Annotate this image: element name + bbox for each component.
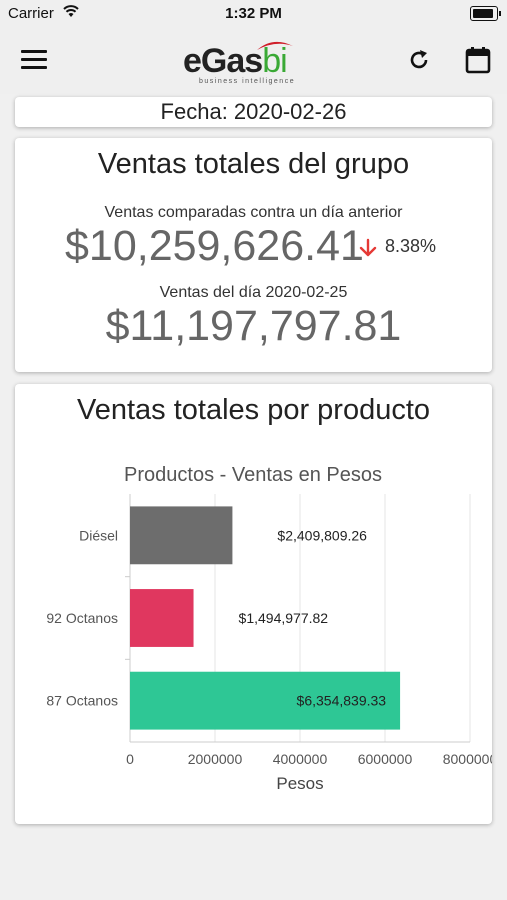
app-bar: eGasbi business intelligence [0, 28, 507, 94]
bar-2 [130, 589, 194, 647]
app-logo: eGasbi business intelligence [183, 38, 323, 90]
hamburger-menu-icon[interactable] [21, 50, 47, 70]
y-tick-label: 92 Octanos [46, 610, 118, 626]
x-axis-label: Pesos [276, 774, 323, 793]
current-sales-value: $10,259,626.41 [65, 222, 364, 270]
data-label: $2,409,809.26 [277, 527, 367, 543]
x-tick-label: 6000000 [358, 751, 413, 767]
y-tick-label: Diésel [79, 527, 118, 543]
x-tick-label: 4000000 [273, 751, 328, 767]
logo-accent-text: bi [262, 42, 287, 80]
x-tick-label: 0 [126, 751, 134, 767]
x-tick-label: 2000000 [188, 751, 243, 767]
logo-wordmark: eGasbi [183, 42, 288, 81]
change-percent: 8.38% [385, 236, 437, 256]
logo-main-text: eGas [183, 42, 263, 80]
previous-day-value: $11,197,797.81 [105, 302, 402, 350]
logo-subtitle: business intelligence [199, 78, 296, 85]
bar-3 [130, 671, 401, 730]
arrow-down-icon [359, 238, 377, 257]
group-sales-title: Ventas totales del grupo [97, 148, 410, 180]
date-card[interactable]: Fecha: 2020-02-26 [15, 97, 492, 127]
chart-title: Productos - Ventas en Pesos [124, 464, 382, 486]
current-sales-row: $10,259,626.41 8.38% [15, 222, 492, 272]
data-label: $6,354,839.33 [297, 693, 387, 709]
data-label: $1,494,977.82 [239, 610, 329, 626]
logo-swoosh-icon [257, 41, 293, 50]
selected-date: Fecha: 2020-02-26 [160, 99, 347, 124]
carrier-label: Carrier [8, 5, 54, 22]
y-tick-label: 87 Octanos [46, 693, 118, 709]
wifi-icon [63, 5, 79, 17]
compare-label: Ventas comparadas contra un día anterior [104, 204, 403, 221]
battery-icon [470, 6, 501, 21]
group-sales-card: Ventas totales del grupo Ventas comparad… [15, 138, 492, 372]
refresh-icon[interactable] [406, 47, 432, 73]
bar-1 [130, 506, 233, 565]
previous-day-label: Ventas del día 2020-02-25 [159, 284, 348, 301]
product-sales-card: Ventas totales por producto Productos - … [15, 384, 492, 824]
x-tick-label: 8000000 [443, 751, 492, 767]
product-sales-chart: Productos - Ventas en Pesos Diésel $2,409,… [46, 464, 492, 793]
calendar-icon[interactable] [465, 46, 491, 74]
status-bar: Carrier 1:32 PM [0, 0, 507, 28]
clock-time: 1:32 PM [225, 5, 282, 22]
product-sales-title: Ventas totales por producto [76, 394, 431, 426]
